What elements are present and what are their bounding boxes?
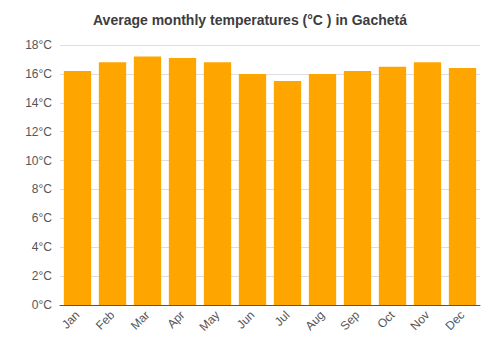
svg-text:8°C: 8°C [32, 182, 52, 196]
svg-text:May: May [197, 308, 223, 334]
svg-text:0°C: 0°C [32, 298, 52, 312]
svg-text:Jan: Jan [59, 308, 83, 332]
svg-text:Apr: Apr [164, 308, 187, 331]
svg-text:Oct: Oct [374, 308, 398, 332]
svg-text:Jul: Jul [272, 308, 293, 329]
svg-text:16°C: 16°C [25, 67, 52, 81]
svg-text:Aug: Aug [302, 308, 327, 333]
svg-text:4°C: 4°C [32, 240, 52, 254]
svg-text:10°C: 10°C [25, 154, 52, 168]
svg-text:Average monthly temperatures (: Average monthly temperatures (°C ) in Ga… [93, 12, 407, 28]
svg-text:Mar: Mar [128, 308, 153, 332]
svg-text:2°C: 2°C [32, 269, 52, 283]
svg-text:6°C: 6°C [32, 211, 52, 225]
svg-text:18°C: 18°C [25, 38, 52, 52]
svg-text:14°C: 14°C [25, 96, 52, 110]
svg-text:Nov: Nov [407, 308, 432, 333]
svg-text:Sep: Sep [337, 308, 362, 333]
svg-text:Dec: Dec [442, 308, 467, 333]
svg-text:12°C: 12°C [25, 125, 52, 139]
svg-text:Feb: Feb [93, 308, 118, 333]
svg-text:Jun: Jun [234, 308, 258, 332]
